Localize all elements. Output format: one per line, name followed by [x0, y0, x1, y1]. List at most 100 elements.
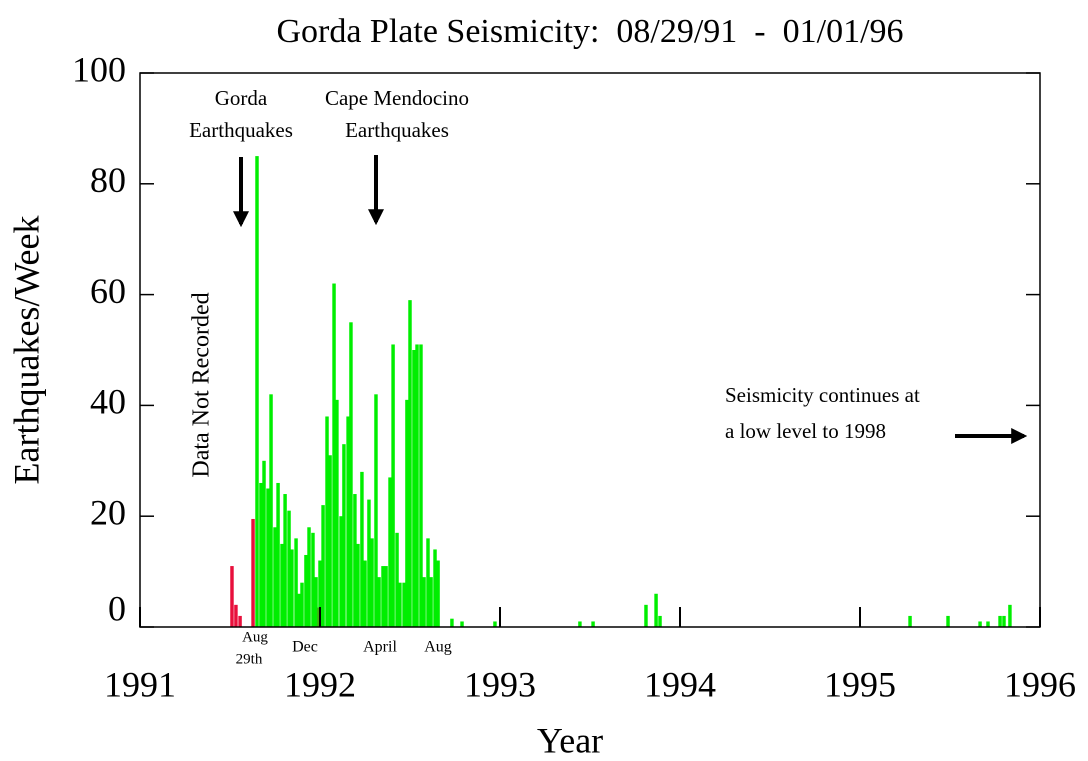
annotation: Earthquakes — [189, 118, 293, 142]
bar — [654, 593, 658, 627]
bar — [251, 518, 255, 627]
annotation: Aug — [242, 629, 268, 645]
bar — [450, 618, 454, 627]
bar — [405, 399, 409, 627]
bar — [349, 322, 353, 627]
bar — [273, 527, 277, 627]
bar — [419, 344, 423, 627]
bar — [307, 527, 311, 627]
bar — [908, 615, 912, 627]
bar — [353, 494, 357, 627]
bar — [436, 560, 440, 627]
bar — [342, 444, 346, 627]
bar — [395, 532, 399, 627]
bar — [391, 344, 395, 627]
bar — [384, 566, 388, 627]
bar — [238, 615, 242, 627]
y-axis-label: Earthquakes/Week — [6, 216, 46, 485]
annotation: Gorda — [215, 86, 268, 110]
bar — [986, 621, 990, 627]
bar — [381, 566, 385, 627]
bar — [321, 505, 325, 627]
annotation: Data Not Recorded — [189, 292, 215, 477]
bar — [412, 350, 416, 627]
bar — [332, 283, 336, 627]
y-tick-label: 40 — [90, 382, 126, 422]
bar — [262, 460, 266, 627]
annotation: April — [363, 639, 397, 656]
bar — [297, 593, 301, 627]
bar — [370, 538, 374, 627]
bar — [234, 604, 238, 627]
bar — [429, 577, 433, 627]
y-tick-label: 100 — [72, 49, 126, 89]
bar — [591, 621, 595, 627]
x-tick-label: 1991 — [104, 664, 176, 704]
bar — [269, 394, 273, 627]
x-axis-label: Year — [537, 720, 603, 760]
y-tick-label: 20 — [90, 492, 126, 532]
bar — [360, 471, 364, 627]
bar — [433, 549, 437, 627]
bar — [367, 499, 371, 627]
bar — [1002, 615, 1006, 627]
bar — [426, 538, 430, 627]
bar — [398, 582, 402, 627]
bar — [460, 621, 464, 627]
x-tick-label: 1992 — [284, 664, 356, 704]
bar — [402, 582, 406, 627]
bar — [493, 621, 497, 627]
bar — [318, 560, 322, 627]
bar — [408, 300, 412, 627]
annotation: Seismicity continues at — [725, 383, 920, 407]
bar — [363, 560, 367, 627]
y-tick-label: 0 — [108, 588, 126, 628]
bar — [304, 554, 308, 627]
bar — [283, 494, 287, 627]
x-tick-label: 1994 — [644, 664, 716, 704]
bar — [328, 455, 332, 627]
bar — [377, 577, 381, 627]
bar — [287, 510, 291, 627]
x-tick-label: 1993 — [464, 664, 536, 704]
bar — [644, 604, 648, 627]
bar — [259, 482, 263, 627]
bar — [290, 549, 294, 627]
annotation: 29th — [236, 651, 263, 667]
bar — [266, 488, 270, 627]
chart-title: Gorda Plate Seismicity: 08/29/91 - 01/01… — [276, 13, 903, 50]
bar — [339, 516, 343, 627]
bar — [325, 416, 329, 627]
plot-frame — [139, 72, 1041, 628]
bar — [356, 543, 360, 627]
annotation: Dec — [292, 639, 318, 656]
bar — [280, 543, 284, 627]
bar — [978, 621, 982, 627]
annotation: Aug — [424, 639, 452, 656]
annotation: a low level to 1998 — [725, 419, 886, 443]
y-tick-label: 80 — [90, 160, 126, 200]
bar — [300, 582, 304, 627]
bar — [1008, 604, 1012, 627]
bar — [294, 538, 298, 627]
annotation: Cape Mendocino — [325, 86, 469, 110]
bar — [314, 577, 318, 627]
bar — [374, 394, 378, 627]
y-tick-label: 60 — [90, 271, 126, 311]
bar — [578, 621, 582, 627]
x-tick-label: 1995 — [824, 664, 896, 704]
bar — [255, 156, 259, 627]
bar — [658, 615, 662, 627]
x-tick-label: 1996 — [1004, 664, 1076, 704]
bar — [422, 577, 426, 627]
bar — [946, 615, 950, 627]
plot-area: 0 20 40 60 80 100 1991 1992 1993 1994 1995 1996 — [72, 49, 1076, 704]
bar — [998, 615, 1002, 627]
bar — [388, 477, 392, 627]
bar — [276, 482, 280, 627]
bar — [415, 344, 419, 627]
bar — [230, 566, 234, 627]
annotation: Earthquakes — [345, 118, 449, 142]
bar — [311, 532, 315, 627]
